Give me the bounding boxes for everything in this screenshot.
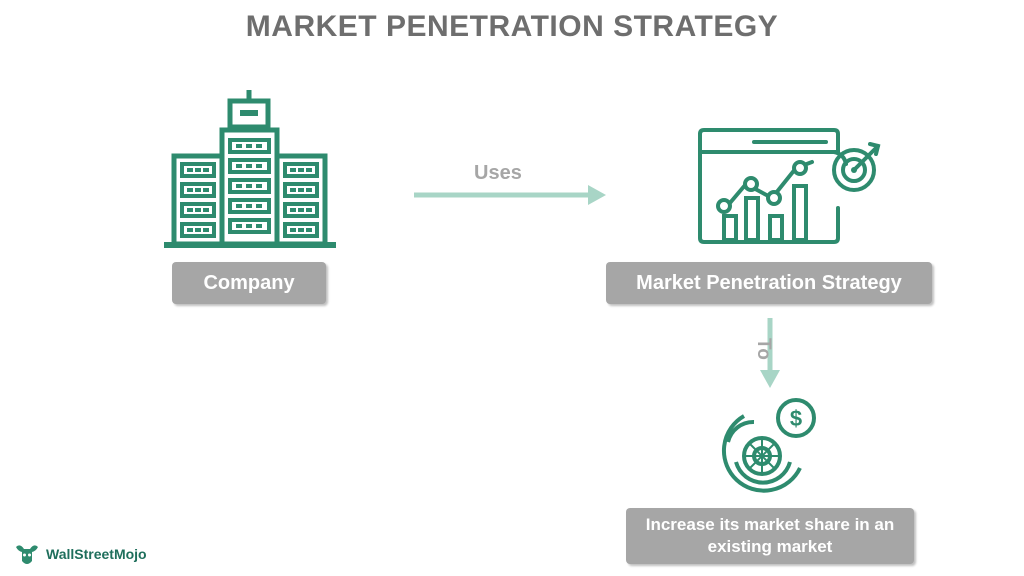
building-icon [164,90,336,248]
page-title: MARKET PENETRATION STRATEGY [245,10,779,43]
strategy-label: Market Penetration Strategy [606,262,932,304]
bull-logo-icon [16,545,38,564]
result-label-line2: existing market [707,537,833,556]
company-label: Company [172,262,326,304]
logo-text: WallStreetMojo [46,546,147,562]
down-arrow-icon [760,318,780,388]
right-arrow-icon [414,185,606,205]
to-edge-label: To [753,338,774,360]
result-label: Increase its market share in an existing… [626,508,914,564]
brand-logo: WallStreetMojo [12,536,147,572]
uses-edge-label: Uses [474,162,522,184]
analytics-dashboard-icon [698,128,881,244]
result-label-line1: Increase its market share in an [645,515,895,534]
svg-text:$: $ [790,406,802,431]
market-share-dollar-icon: $ [721,398,816,493]
